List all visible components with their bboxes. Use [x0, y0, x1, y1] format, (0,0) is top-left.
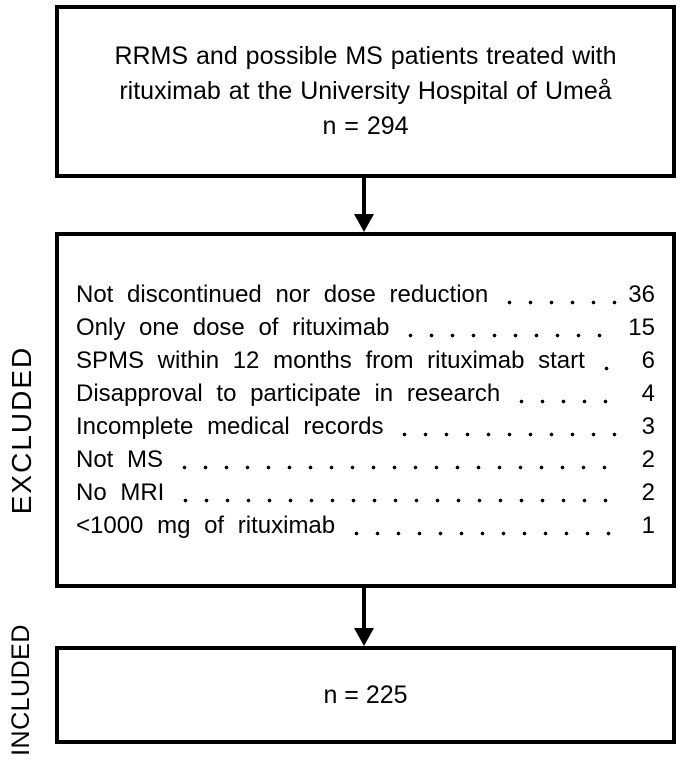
exclusion-reason: SPMS within 12 months from rituximab sta…	[76, 347, 585, 374]
excluded-box: Not discontinued nor dose reduction 36 O…	[55, 232, 676, 588]
excluded-side-label: EXCLUDED	[6, 345, 37, 515]
exclusion-count: 2	[641, 446, 655, 473]
included-side-label: INCLUDED	[7, 624, 35, 756]
exclusion-count: 4	[641, 380, 655, 407]
exclusion-reason: No MRI	[76, 479, 165, 506]
dot-leader	[342, 509, 617, 542]
exclusion-reason: Only one dose of rituximab	[76, 314, 390, 341]
population-line-2: rituximab at the University Hospital of …	[119, 77, 612, 105]
dot-leader	[390, 410, 617, 443]
exclusion-row: SPMS within 12 months from rituximab sta…	[76, 344, 655, 377]
exclusion-count: 2	[641, 479, 655, 506]
population-line-1: RRMS and possible MS patients treated wi…	[114, 42, 617, 70]
included-box: n = 225	[55, 646, 676, 744]
exclusion-reason: Disapproval to participate in research	[76, 380, 501, 407]
exclusion-reason: Not discontinued nor dose reduction	[76, 281, 489, 308]
exclusion-reason: Not MS	[76, 446, 164, 473]
down-arrow-icon	[352, 178, 376, 232]
exclusion-count: 3	[641, 413, 655, 440]
dot-leader	[170, 443, 617, 476]
population-count: n = 294	[322, 112, 409, 140]
exclusion-count: 36	[628, 281, 655, 308]
dot-leader	[591, 344, 617, 377]
dot-leader	[495, 278, 617, 311]
exclusion-row: Incomplete medical records 3	[76, 410, 655, 443]
exclusion-row: Not MS 2	[76, 443, 655, 476]
dot-leader	[171, 476, 617, 509]
exclusion-count: 15	[628, 314, 655, 341]
exclusion-count: 1	[641, 512, 655, 539]
dot-leader	[396, 311, 617, 344]
exclusion-row: Disapproval to participate in research 4	[76, 377, 655, 410]
exclusion-row: Not discontinued nor dose reduction 36	[76, 278, 655, 311]
exclusion-count: 6	[641, 347, 655, 374]
exclusion-row: <1000 mg of rituximab 1	[76, 509, 655, 542]
exclusion-reason: <1000 mg of rituximab	[76, 512, 336, 539]
exclusion-row: Only one dose of rituximab 15	[76, 311, 655, 344]
included-count: n = 225	[323, 680, 408, 709]
exclusion-row: No MRI 2	[76, 476, 655, 509]
dot-leader	[507, 377, 617, 410]
down-arrow-icon	[352, 588, 376, 646]
exclusion-reason: Incomplete medical records	[76, 413, 384, 440]
population-box: RRMS and possible MS patients treated wi…	[55, 5, 676, 178]
